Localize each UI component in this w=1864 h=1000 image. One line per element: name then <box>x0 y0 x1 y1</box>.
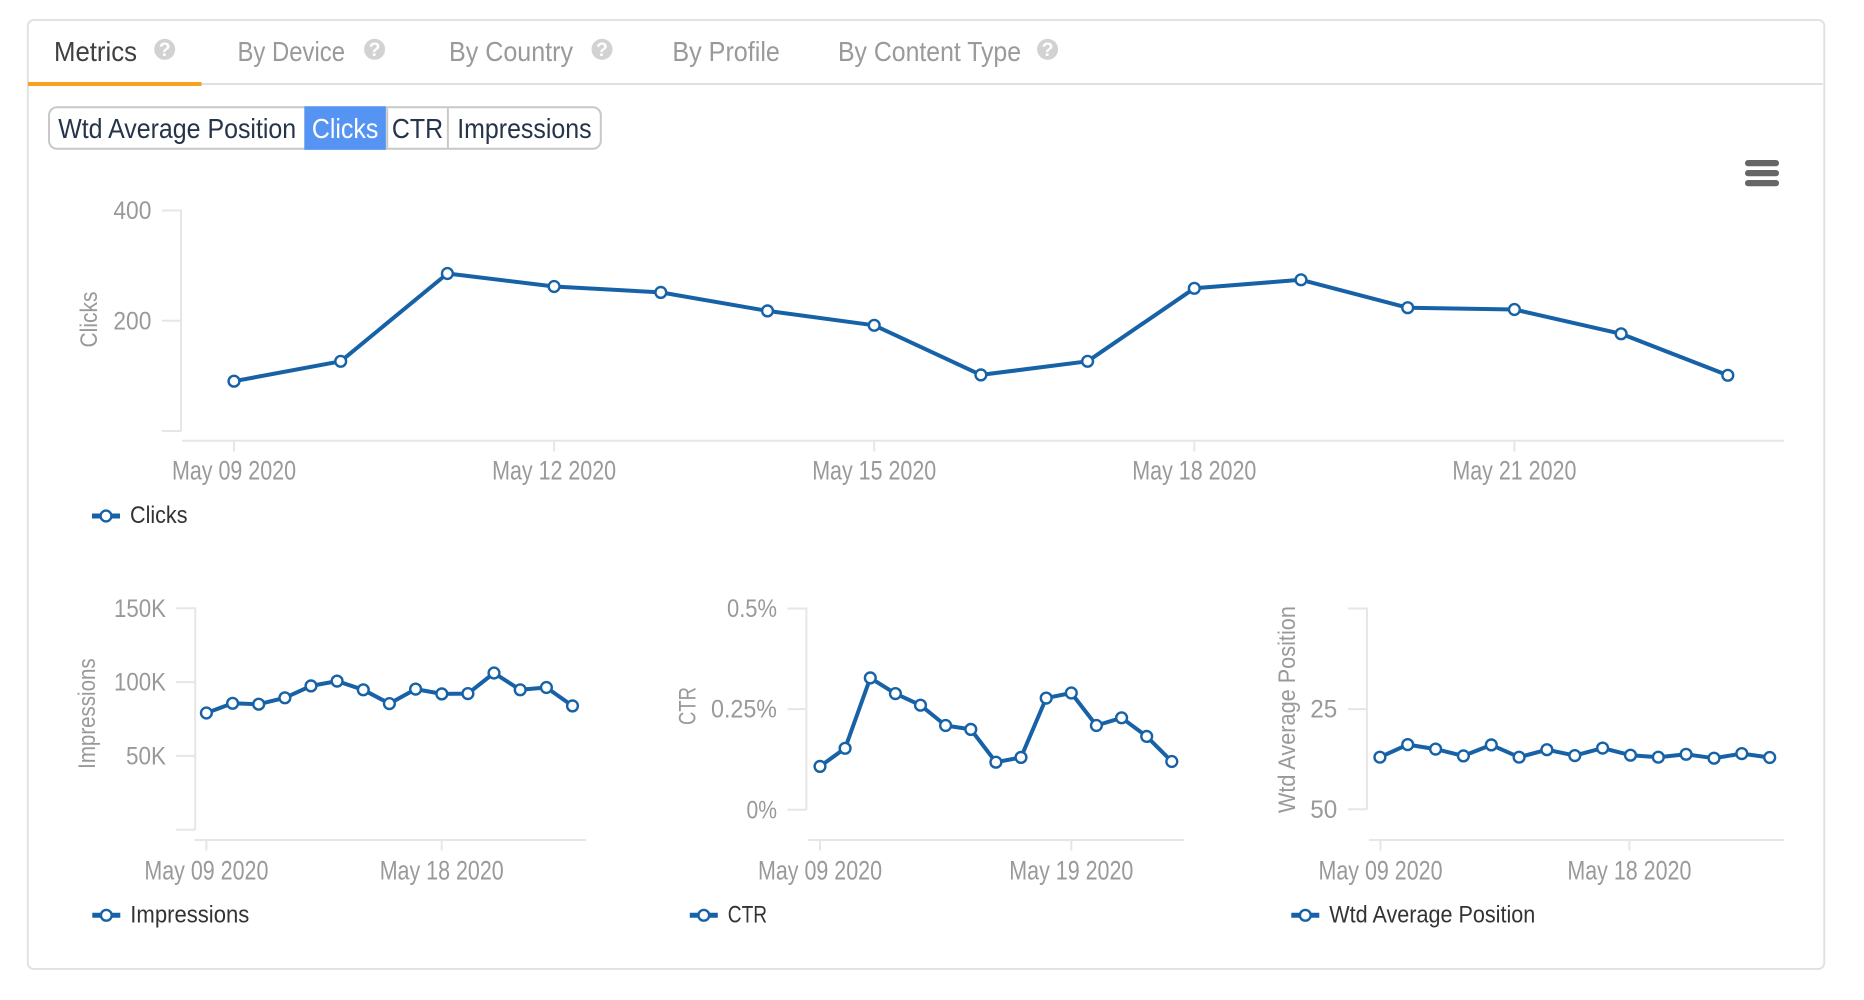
svg-text:Clicks: Clicks <box>76 292 103 348</box>
svg-text:CTR: CTR <box>392 113 443 144</box>
svg-text:By Device: By Device <box>238 36 346 67</box>
svg-text:May 18 2020: May 18 2020 <box>1132 455 1256 485</box>
svg-text:Clicks: Clicks <box>312 113 379 144</box>
svg-text:May 18 2020: May 18 2020 <box>1567 856 1691 886</box>
svg-text:May 09 2020: May 09 2020 <box>144 856 268 886</box>
svg-text:May 15 2020: May 15 2020 <box>812 455 936 485</box>
svg-text:0.5%: 0.5% <box>727 595 777 623</box>
svg-text:May 19 2020: May 19 2020 <box>1009 856 1133 886</box>
svg-text:CTR: CTR <box>674 687 701 725</box>
svg-text:400: 400 <box>113 197 151 225</box>
svg-text:May 18 2020: May 18 2020 <box>380 856 504 886</box>
svg-text:50: 50 <box>1310 796 1337 824</box>
svg-text:?: ? <box>369 39 381 61</box>
svg-text:May 21 2020: May 21 2020 <box>1452 455 1576 485</box>
svg-text:?: ? <box>1042 39 1054 61</box>
svg-text:May 09 2020: May 09 2020 <box>758 856 882 886</box>
svg-text:25: 25 <box>1310 696 1337 724</box>
svg-text:Wtd Average Position: Wtd Average Position <box>1274 606 1301 813</box>
svg-text:Impressions: Impressions <box>457 113 591 144</box>
svg-text:CTR: CTR <box>728 901 767 928</box>
svg-text:?: ? <box>159 39 171 61</box>
svg-text:Clicks: Clicks <box>130 502 188 529</box>
svg-text:By Profile: By Profile <box>672 36 780 67</box>
svg-text:?: ? <box>596 39 608 61</box>
svg-text:Impressions: Impressions <box>130 901 249 928</box>
svg-text:100K: 100K <box>114 669 166 697</box>
svg-text:By Country: By Country <box>449 36 573 67</box>
svg-text:0%: 0% <box>747 796 778 824</box>
svg-text:May 09 2020: May 09 2020 <box>172 455 296 485</box>
svg-text:50K: 50K <box>126 743 166 771</box>
svg-text:May 09 2020: May 09 2020 <box>1319 856 1443 886</box>
svg-text:200: 200 <box>113 307 151 335</box>
svg-text:Metrics: Metrics <box>54 36 137 67</box>
svg-text:May 12 2020: May 12 2020 <box>492 455 616 485</box>
svg-text:Wtd Average Position: Wtd Average Position <box>1329 901 1535 928</box>
svg-text:By Content Type: By Content Type <box>838 36 1021 67</box>
svg-text:Impressions: Impressions <box>74 658 101 769</box>
svg-text:Wtd Average Position: Wtd Average Position <box>58 113 296 144</box>
svg-text:0.25%: 0.25% <box>711 696 777 724</box>
svg-text:150K: 150K <box>114 595 166 623</box>
